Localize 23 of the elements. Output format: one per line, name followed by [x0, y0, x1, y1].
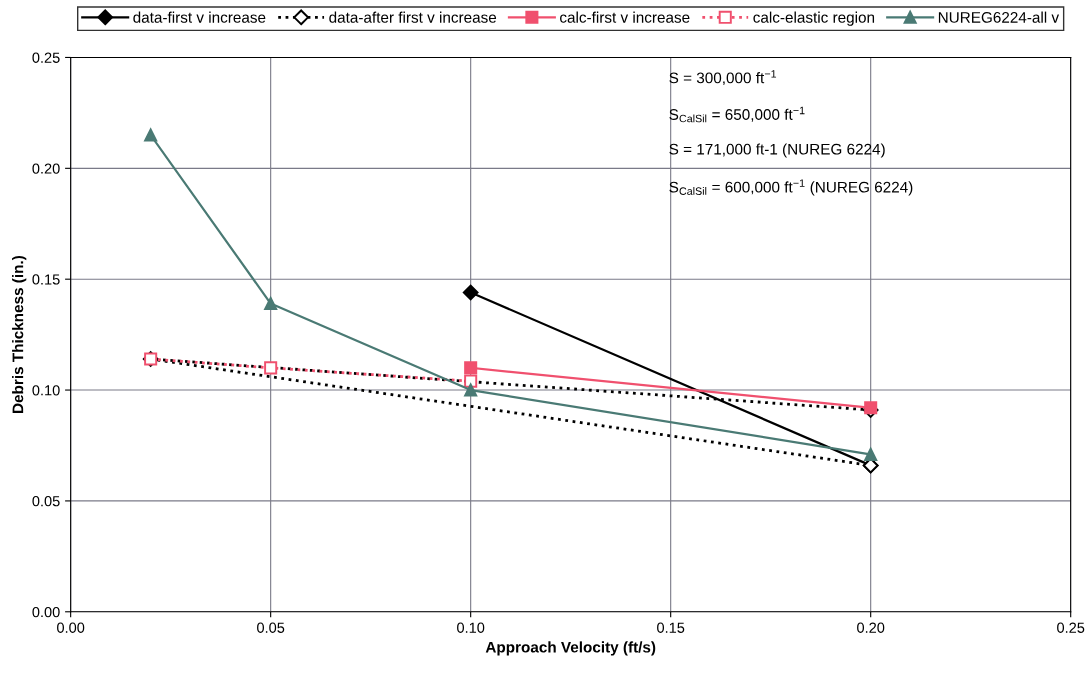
- y-tick-label: 0.05: [32, 496, 60, 507]
- annotation: S$_{CalSil}$ = 650,000 ft$^{−1}$: [669, 106, 805, 123]
- legend-label: NUREG6224-all v: [938, 11, 1060, 23]
- x-tick-label: 0.25: [1057, 622, 1085, 633]
- legend-label: data-after first v increase: [329, 11, 497, 23]
- legend-label: data-first v increase: [133, 11, 266, 23]
- x-tick-label: 0.15: [657, 622, 685, 633]
- x-tick-label: 0.20: [857, 622, 885, 633]
- y-axis-title: Debris Thickness (in.): [12, 255, 27, 413]
- legend-label: calc-first v increase: [560, 11, 690, 23]
- annotation: S = 300,000 ft$^{−1}$: [669, 70, 777, 86]
- y-tick-label: 0.00: [32, 606, 60, 618]
- x-tick-label: 0.00: [57, 622, 85, 633]
- y-tick-label: 0.20: [32, 163, 60, 174]
- x-axis-title: Approach Velocity (ft/s): [485, 641, 656, 656]
- x-tick-label: 0.05: [257, 622, 285, 633]
- annotation: S = 171,000 ft-1 (NUREG 6224): [669, 143, 885, 158]
- y-tick-label: 0.10: [32, 385, 60, 396]
- legend-label: calc-elastic region: [753, 11, 875, 26]
- annotation: S$_{CalSil}$ = 600,000 ft$^{−1}$ (NUREG 6224): [669, 179, 913, 196]
- y-tick-label: 0.25: [32, 52, 60, 63]
- y-tick-label: 0.15: [32, 274, 60, 285]
- x-tick-label: 0.10: [457, 622, 485, 633]
